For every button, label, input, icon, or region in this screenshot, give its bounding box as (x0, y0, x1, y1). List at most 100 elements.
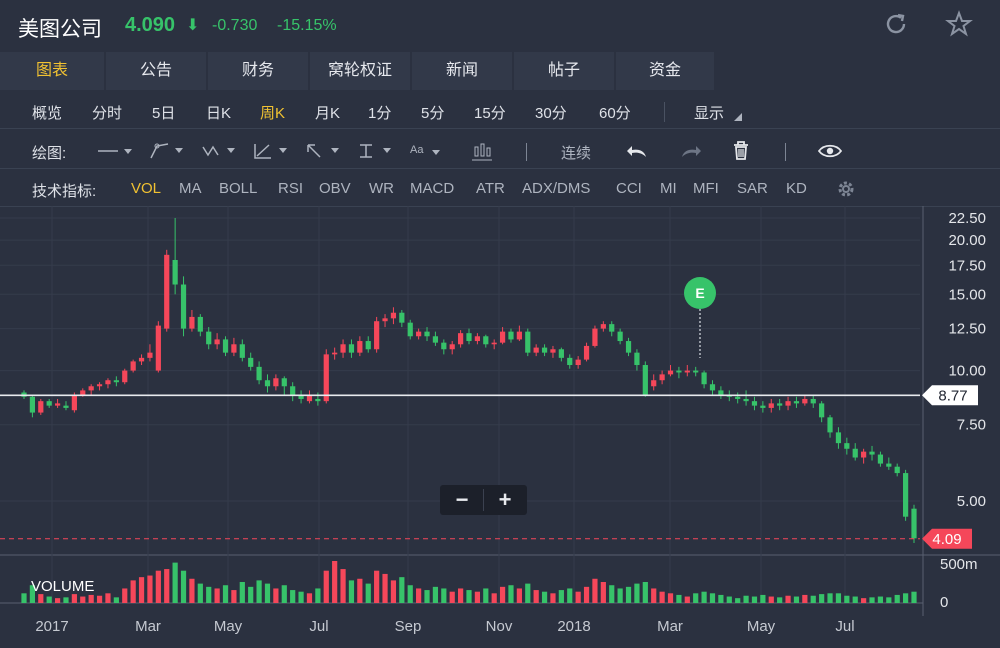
zoom-out-button[interactable]: − (455, 487, 469, 512)
fibonacci-tool-icon[interactable] (252, 141, 292, 161)
volume-bar (852, 596, 858, 603)
volume-bar (718, 594, 724, 603)
volume-bar (592, 578, 598, 603)
indicator-ma[interactable]: MA (179, 180, 202, 197)
arrow-tool-icon[interactable] (304, 141, 344, 161)
candle-body (827, 417, 833, 433)
volume-bar (726, 596, 732, 603)
indicator-macd[interactable]: MACD (410, 180, 455, 197)
tab-warrants[interactable]: 窝轮权证 (310, 52, 410, 90)
volume-bar (709, 593, 716, 603)
candle-body (709, 384, 716, 391)
indicator-cci[interactable]: CCI (616, 180, 642, 197)
period-overview[interactable]: 概览 (32, 105, 63, 122)
volume-bar (777, 597, 783, 603)
volume-bar (281, 585, 287, 603)
indicator-vol[interactable]: VOL (131, 180, 162, 197)
candle-body (877, 454, 884, 464)
indicator-sar[interactable]: SAR (737, 180, 768, 197)
candle-body (365, 341, 371, 350)
trash-icon[interactable] (730, 139, 752, 161)
candle-body (248, 357, 254, 367)
candle-body (844, 443, 850, 449)
tab-chart[interactable]: 图表 (0, 52, 104, 90)
period-monthly-k[interactable]: 月K (315, 105, 341, 122)
volume-bar (676, 594, 682, 603)
zoom-in-button[interactable]: + (498, 487, 512, 512)
candle-body (735, 396, 741, 399)
volume-bar (516, 588, 522, 603)
gear-icon[interactable] (835, 178, 857, 200)
volume-bar (684, 596, 690, 603)
indicator-kd[interactable]: KD (786, 180, 807, 197)
line-tool-icon[interactable] (96, 143, 136, 159)
tab-posts[interactable]: 帖子 (514, 52, 614, 90)
undo-icon[interactable] (626, 141, 650, 161)
period-weekly-k[interactable]: 周K (260, 105, 286, 122)
tab-announcements[interactable]: 公告 (106, 52, 206, 90)
indicator-mi[interactable]: MI (660, 180, 677, 197)
period-1min[interactable]: 1分 (368, 105, 392, 122)
volume-bar (80, 596, 86, 603)
star-icon[interactable] (945, 10, 975, 40)
tab-capital[interactable]: 资金 (616, 52, 714, 90)
indicator-atr[interactable]: ATR (476, 180, 505, 197)
stock-name: 美图公司 (18, 18, 102, 41)
volume-bar (499, 586, 506, 603)
candle-body (441, 342, 447, 350)
period-5min[interactable]: 5分 (421, 105, 445, 122)
period-daily-k[interactable]: 日K (206, 105, 232, 122)
trendline-tool-icon[interactable] (148, 141, 188, 161)
indicator-boll[interactable]: BOLL (219, 180, 258, 197)
volume-bar (306, 593, 313, 603)
divider (526, 143, 527, 161)
indicator-wr[interactable]: WR (369, 180, 394, 197)
volume-bar (54, 598, 61, 603)
candle-body (147, 352, 153, 358)
volume-bar (189, 578, 195, 603)
candlestick-chart[interactable]: 22.50 20.00 17.50 15.00 12.50 10.00 7.50 5.00 50… (0, 206, 1000, 648)
candle-body (399, 312, 405, 323)
tab-financials[interactable]: 财务 (208, 52, 308, 90)
candle-body (558, 349, 564, 358)
measure-tool-icon[interactable] (356, 141, 396, 161)
eye-icon[interactable] (817, 141, 843, 161)
volume-bar (550, 593, 556, 603)
price-change-pct: -15.15% (277, 17, 337, 34)
text-tool-dropdown-icon[interactable] (430, 141, 444, 161)
tab-news[interactable]: 新闻 (412, 52, 512, 90)
candle-body (458, 333, 464, 345)
indicator-mfi[interactable]: MFI (693, 180, 719, 197)
candle-body (550, 349, 556, 353)
volume-bar (206, 586, 212, 603)
candle-tool-icon[interactable] (470, 140, 494, 162)
candle-body (155, 325, 161, 371)
period-30min[interactable]: 30分 (535, 105, 567, 122)
indicator-rsi[interactable]: RSI (278, 180, 304, 197)
refresh-icon[interactable] (882, 10, 912, 40)
volume-bar (793, 596, 800, 603)
candle-body (138, 357, 145, 362)
period-15min[interactable]: 15分 (474, 105, 506, 122)
indicator-obv[interactable]: OBV (319, 180, 351, 197)
candle-body (180, 284, 187, 329)
candle-body (407, 322, 413, 337)
corner-triangle-icon (734, 113, 742, 121)
volume-bar (130, 580, 136, 603)
indicator-adx[interactable]: ADX/DMS (522, 180, 591, 197)
period-60min[interactable]: 60分 (599, 105, 631, 122)
display-menu[interactable]: 显示 (694, 105, 725, 122)
period-5day[interactable]: 5日 (152, 105, 176, 122)
time-tick-label: Jul (835, 618, 854, 635)
redo-icon[interactable] (678, 141, 702, 161)
volume-bar (390, 580, 397, 603)
volume-bar (239, 582, 245, 603)
volume-bar (256, 580, 262, 603)
text-tool[interactable]: Aa (410, 144, 424, 156)
period-intraday[interactable]: 分时 (92, 105, 123, 122)
candle-body (290, 386, 296, 395)
wave-tool-icon[interactable] (200, 141, 240, 161)
continuous-button[interactable]: 连续 (561, 145, 592, 162)
candle-body (239, 344, 245, 358)
volume-bar (441, 588, 447, 603)
